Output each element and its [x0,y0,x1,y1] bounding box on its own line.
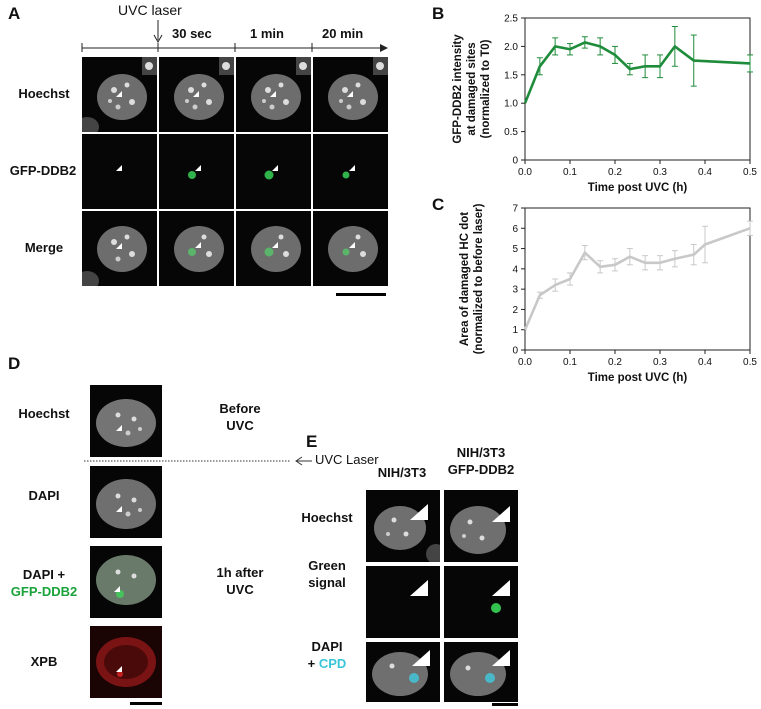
d-label-hoechst: Hoechst [18,406,70,421]
chart-c-ytick-label: 7 [512,204,518,215]
panel-e-letter: E [306,432,318,451]
d-image-dapi [90,466,162,538]
e-col2-header: NIH/3T3 GFP-DDB2 [447,445,515,477]
panel-d-letter: D [8,354,21,373]
row-label-gfp-ddb2: GFP-DDB2 [9,163,77,178]
d-label-dapi-plus: DAPI + [22,567,66,582]
chart-c-ytick-label: 6 [512,224,518,235]
image-merge-20min [313,211,388,286]
time-label-1min: 1 min [250,26,284,41]
uvc-laser-dotted-line [84,456,312,466]
chart-c-xtick-label: 0.0 [518,357,532,368]
uvc-laser-label: UVC laser [118,2,182,18]
image-hoechst-1min [236,57,311,132]
image-merge-1min [236,211,311,286]
chart-b-xlabel: Time post UVC (h) [588,182,688,194]
d-label-gfp-ddb2: GFP-DDB2 [10,584,78,599]
chart-b-ylabel-line: (normalized to T0) [480,39,492,138]
panel-a-letter: A [8,4,21,23]
d-image-hoechst [90,385,162,457]
d-before-uvc-label: Before UVC [219,401,261,433]
chart-b-xtick-label: 0.1 [563,167,577,178]
e-image-ddb2-green [444,566,518,638]
row-label-hoechst: Hoechst [18,86,70,101]
d-image-dapi-gfp [90,546,162,618]
e-image-nih-hoechst [366,490,440,562]
image-gfp-30sec [159,134,234,209]
chart-b-xtick-label: 0.5 [743,167,757,178]
scale-bar-a [336,293,386,296]
image-hoechst-30sec [159,57,234,132]
chart-c-ytick-label: 4 [512,264,518,275]
chart-b-ytick-label: 0.5 [504,127,518,138]
chart-b-ylabel-line: at damaged sites [466,42,478,135]
chart-c-xtick-label: 0.3 [653,357,667,368]
chart-b-ytick-label: 1.0 [504,99,518,110]
d-image-xpb [90,626,162,698]
chart-c-xtick-label: 0.1 [563,357,577,368]
e-image-ddb2-dapi-cpd [444,642,518,702]
image-gfp-t0 [82,134,157,209]
image-gfp-1min [236,134,311,209]
e-col1-header: NIH/3T3 [377,465,427,480]
chart-b-ylabel-line: GFP-DDB2 intensity [452,34,464,144]
chart-c-series-line [523,227,751,331]
image-merge-t0 [82,211,157,286]
d-uvc-laser-label: UVC Laser [315,452,379,467]
chart-b-plot-frame [524,17,751,161]
row-label-merge: Merge [24,240,64,255]
image-gfp-20min [313,134,388,209]
e-row-green-signal: Green signal [308,558,346,590]
chart-b-xtick-label: 0.0 [518,167,532,178]
e-image-nih-green [366,566,440,638]
chart-b-ytick-label: 2.0 [504,42,518,53]
chart-b-xtick-label: 0.4 [698,167,712,178]
time-label-30sec: 30 sec [172,26,212,41]
chart-c-ytick-label: 2 [512,305,518,316]
chart-c-ytick-label: 0 [512,346,518,357]
chart-b-ytick-label: 0 [512,156,518,167]
chart-b-xtick-label: 0.2 [608,167,622,178]
scale-bar-e [492,703,518,706]
chart-b-series-line [523,41,751,104]
time-label-20min: 20 min [322,26,364,41]
d-after-uvc-label: 1h after UVC [216,565,264,597]
timeline-axis [81,20,388,52]
e-row-dapi-cpd: DAPI + CPD [307,639,347,671]
image-hoechst-t0 [82,57,157,132]
chart-c-xlabel: Time post UVC (h) [588,372,688,384]
e-image-ddb2-hoechst [444,490,518,562]
chart-c-ytick-label: 5 [512,244,518,255]
e-image-nih-dapi-cpd [366,642,440,702]
chart-b-ytick-label: 2.5 [504,14,518,25]
chart-c-plot-frame [524,207,751,351]
chart-b-ytick-label: 1.5 [504,70,518,81]
chart-c-ylabel-line: (normalized to before laser) [473,203,485,354]
d-label-xpb: XPB [30,654,58,669]
e-row-hoechst: Hoechst [301,510,353,525]
chart-b: 0 0.5 1.0 1.5 2.0 2.5 0.0 0.1 0.2 0.3 0.4 0.5 Time p… [452,14,757,195]
image-hoechst-20min [313,57,388,132]
chart-c-ytick-label: 3 [512,285,518,296]
chart-c-xtick-label: 0.2 [608,357,622,368]
image-merge-30sec [159,211,234,286]
chart-c-ylabel-line: Area of damaged HC dot [459,212,471,346]
chart-c-xtick-label: 0.4 [698,357,712,368]
chart-c-ytick-label: 1 [512,325,518,336]
panel-c-letter: C [432,195,445,214]
chart-c: 0 1 2 3 4 5 6 7 0.0 0.1 0.2 0.3 0.4 0.5 Time post UVC … [459,203,757,384]
scale-bar-d [130,702,162,705]
d-label-dapi: DAPI [28,488,60,503]
panel-b-letter: B [432,4,445,23]
chart-c-xtick-label: 0.5 [743,357,757,368]
chart-b-xtick-label: 0.3 [653,167,667,178]
